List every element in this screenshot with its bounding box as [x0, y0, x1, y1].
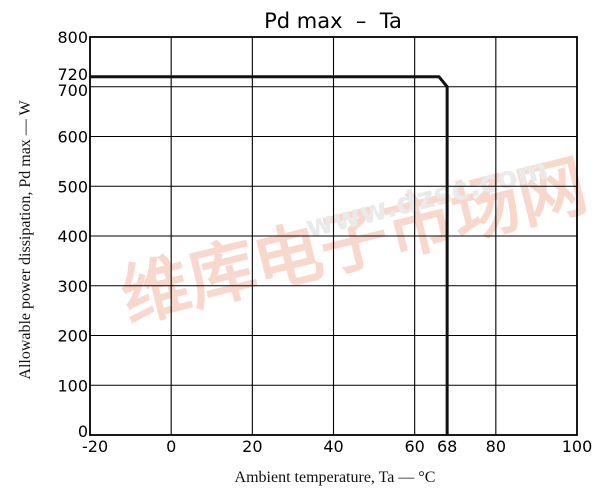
- y-tick-label: 400: [57, 227, 88, 246]
- y-tick-label: 300: [57, 277, 88, 296]
- x-tick-label: 0: [166, 437, 176, 456]
- chart-title: Pd max – Ta: [264, 9, 402, 33]
- x-tick-label: 60: [404, 437, 424, 456]
- x-tick-label: 20: [242, 437, 262, 456]
- grid: [90, 36, 577, 435]
- x-tick-label: 68: [437, 437, 457, 456]
- y-tick-label: 0: [78, 422, 88, 441]
- y-tick-label: 720: [57, 65, 88, 84]
- x-tick-label: -20: [82, 437, 108, 456]
- y-tick-label: 600: [57, 128, 88, 147]
- y-tick-label: 200: [57, 327, 88, 346]
- y-axis-label: Allowable power dissipation, Pd max — W: [17, 99, 34, 379]
- x-tick-label: 40: [323, 437, 343, 456]
- plot-frame: [89, 36, 578, 436]
- x-axis-ticks: -20 0 20 40 60 68 80 100: [82, 437, 592, 456]
- watermark: 维库电子市场网 www.dzsc.com: [114, 146, 595, 338]
- x-tick-label: 100: [562, 437, 593, 456]
- x-axis-label: Ambient temperature, Ta — °C: [235, 469, 436, 486]
- y-tick-label: 700: [57, 81, 88, 100]
- series-layer: [90, 75, 449, 435]
- y-tick-label: 100: [57, 376, 88, 395]
- x-tick-label: 80: [486, 437, 506, 456]
- y-tick-label: 800: [57, 28, 88, 47]
- pd-derating-curve: [90, 75, 449, 435]
- y-tick-label: 500: [57, 177, 88, 196]
